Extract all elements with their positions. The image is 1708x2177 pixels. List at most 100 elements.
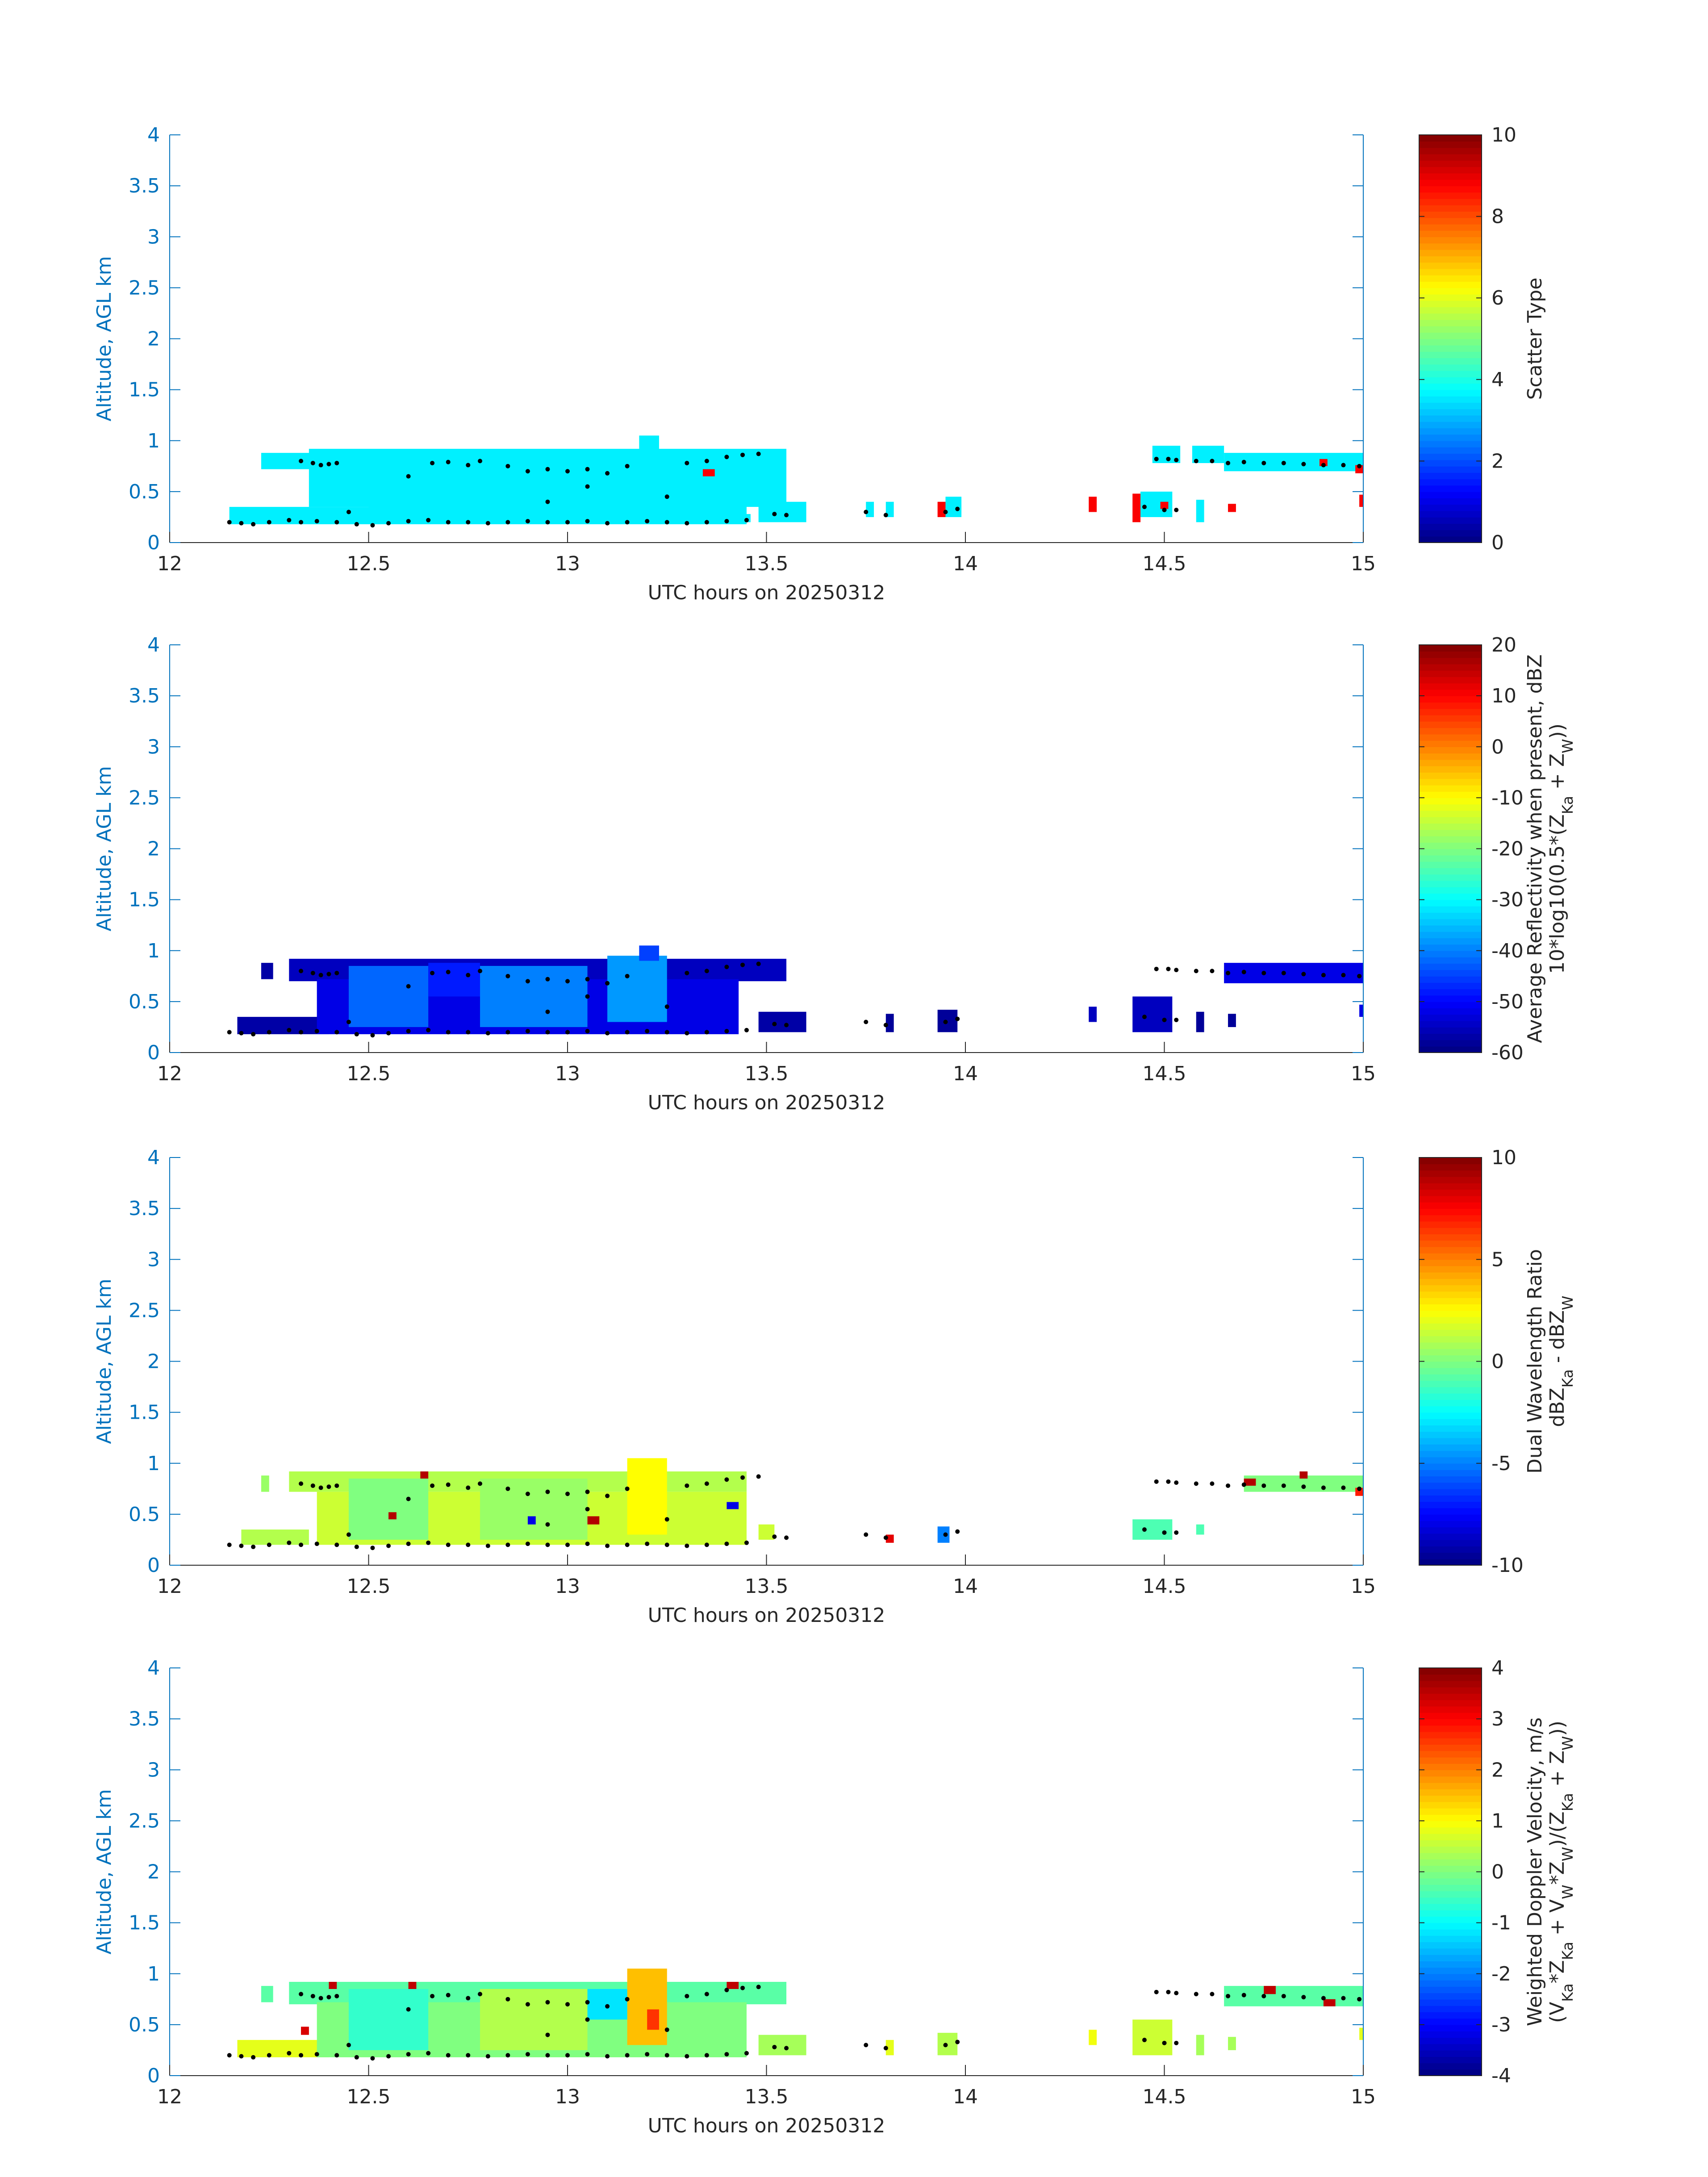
colorbar-segment [1419,415,1482,422]
colorbar-segment [1419,313,1482,320]
cloud-layer-dot [1226,460,1231,465]
colorbar-segment [1419,141,1482,148]
heatmap-cell [1299,1471,1308,1479]
colorbar-segment [1419,995,1482,1002]
cloud-layer-dot [466,463,471,468]
colorbar-segment [1419,281,1482,288]
cloud-layer-dot [430,1993,435,1998]
heatmap-cell [241,1529,309,1545]
colorbar-segment [1419,1202,1482,1209]
colorbar-label: dBZKa - dBZW [1546,1295,1576,1427]
colorbar-segment [1419,969,1482,977]
cloud-layer-dot [227,520,232,525]
cloud-layer-dot [625,464,630,468]
cloud-layer-dot [1174,458,1179,463]
cloud-layer-dot [685,1031,689,1036]
colorbar-segment [1419,224,1482,231]
cloud-layer-dot [334,970,339,975]
cloud-layer-dot [446,1030,451,1035]
heatmap-cell [1244,1478,1256,1486]
colorbar-segment [1419,275,1482,282]
y-tick-label: 4 [147,124,160,146]
colorbar-segment [1419,1552,1482,1559]
colorbar-segment [1419,2012,1482,2019]
cloud-layer-dot [525,1029,530,1034]
heatmap-cell [1355,465,1363,473]
colorbar-segment [1419,855,1482,862]
cloud-layer-dot [1154,966,1159,971]
cloud-layer-dot [545,1489,550,1494]
cloud-layer-dot [704,1030,709,1035]
y-axis-label: Altitude, AGL km [93,1279,116,1444]
colorbar-segment [1419,899,1482,907]
heatmap-cell [1228,1014,1236,1027]
cloud-layer-dot [299,1542,304,1547]
heatmap-cell [480,1989,588,2050]
heatmap-cells [229,435,1363,524]
heatmap-cell [237,2040,329,2057]
colorbar-segment [1419,1776,1482,1783]
cloud-layer-dot [864,2043,869,2047]
colorbar-segment [1419,1929,1482,1936]
cloud-layer-dot [585,1542,590,1546]
cloud-layer-dot [1357,464,1362,468]
y-tick-label: 3 [147,735,160,758]
cloud-layer-dot [505,520,510,525]
cloud-layer-dot [545,977,550,982]
cloud-layer-dot [446,1993,451,1997]
colorbar-segment [1419,734,1482,741]
cloud-layer-dot [744,2051,749,2056]
x-tick-label: 15 [1351,552,1376,575]
colorbar-segment [1419,1418,1482,1425]
colorbar-segment [1419,1176,1482,1183]
colorbar-segment [1419,1272,1482,1279]
colorbar-segment [1419,1514,1482,1521]
cloud-layer-dot [1174,507,1179,512]
cloud-layer-dot [386,2054,391,2059]
y-tick-label: 0.5 [129,2014,160,2036]
heatmap-cell [301,2027,309,2035]
y-tick-label: 2 [147,1861,160,1884]
cloud-layer-dot [426,1028,431,1032]
heatmap-cell [758,501,806,522]
colorbar-segment [1419,2050,1482,2057]
cloud-layer-dot [227,2053,232,2058]
colorbar-segment [1419,1316,1482,1324]
cloud-layer-dot [625,1997,630,2002]
heatmap-cell [885,2040,894,2056]
colorbar-segment [1419,396,1482,403]
colorbar-segment [1419,2063,1482,2070]
colorbar-segment [1419,1046,1482,1053]
heatmap-cell [647,2009,659,2030]
colorbar-label: 10*log10(0.5*(ZKa + ZW)) [1546,723,1576,974]
colorbar-segment [1419,135,1482,142]
colorbar-frame [1419,134,1482,543]
colorbar-segment [1419,1527,1482,1534]
colorbar-segment [1419,689,1482,696]
cloud-layer-dot [1357,1997,1362,2002]
heatmap-cell [329,1982,337,1989]
colorbar-segment [1419,657,1482,664]
cloud-layer-dot [318,463,323,468]
cloud-layer-dot [1154,456,1159,461]
colorbar-segment [1419,1323,1482,1330]
cloud-layer-dot [664,1517,669,1522]
cloud-layer-dot [354,522,359,526]
cloud-layer-dot [605,981,610,986]
cloud-layer-dot [430,460,435,465]
cloud-layer-dot [664,520,669,525]
cloud-layer-dot [625,520,630,525]
colorbar-segment [1419,912,1482,919]
colorbar-segment [1419,1444,1482,1451]
colorbar-segment [1419,1380,1482,1387]
colorbar-segment [1419,536,1482,543]
cloud-layer-dot [334,2053,339,2058]
heatmap-cell [1196,1524,1204,1535]
colorbar-segment [1419,1954,1482,1962]
colorbar-segment [1419,1687,1482,1694]
colorbar-segment [1419,1999,1482,2006]
cloud-layer-dot [740,1475,745,1480]
cloud-layer-dot [685,1993,689,1998]
heatmap-cell [1359,494,1363,507]
colorbar-segment [1419,1482,1482,1489]
